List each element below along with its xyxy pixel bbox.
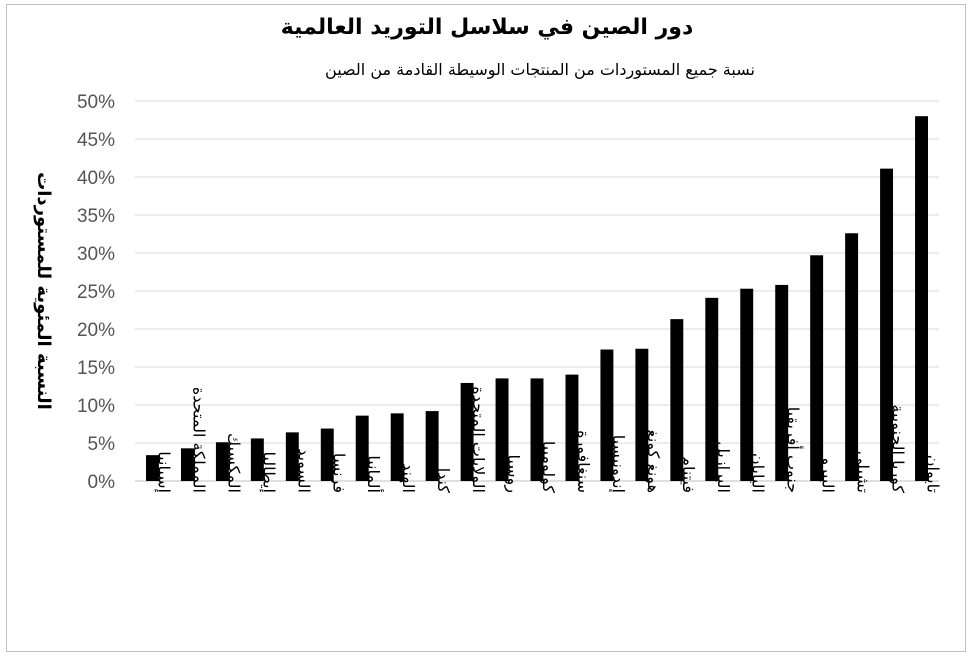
bar — [670, 319, 684, 481]
category-label: السويد — [293, 448, 313, 493]
y-tick-label: 45% — [77, 130, 115, 151]
category-label: ألمانيا — [364, 455, 384, 493]
category-label: الهند — [398, 463, 418, 493]
bar — [495, 378, 509, 481]
bar — [635, 348, 649, 481]
bar — [775, 284, 789, 481]
bars — [146, 116, 928, 481]
bar — [285, 432, 299, 481]
category-label: هونغ كونغ — [643, 429, 663, 493]
y-tick-label: 25% — [77, 282, 115, 303]
chart-subtitle: نسبة جميع المستوردات من المنتجات الوسيطة… — [325, 60, 755, 80]
bar — [146, 455, 159, 481]
category-label: تايوان — [923, 455, 943, 493]
bar — [250, 438, 264, 481]
bar — [565, 374, 579, 481]
bar — [180, 448, 194, 481]
category-label: تشيلي — [853, 451, 873, 493]
category-label: اليابان — [749, 453, 768, 493]
y-axis-label: النسبة المئوية للمستوردات — [33, 172, 54, 410]
y-tick-label: 35% — [77, 206, 115, 227]
category-label: إسبانيا — [154, 451, 173, 493]
gridlines — [135, 100, 939, 482]
category-label: فيتنام — [679, 456, 698, 493]
category-label: روسيا — [503, 454, 523, 493]
bar — [740, 288, 754, 481]
category-label: المملكة المتحدة — [189, 387, 208, 493]
y-tick-labels: 0% 5% 10% 15% 20% 25% 30% 35% 40% 45% 50% — [77, 92, 115, 493]
category-label: كوريا الجنوبية — [888, 404, 908, 493]
bar — [705, 297, 719, 481]
y-tick-label: 0% — [88, 472, 116, 493]
category-label: فرنسا — [328, 453, 348, 493]
y-tick-label: 50% — [77, 92, 115, 113]
category-label: المكسيك — [224, 433, 243, 493]
category-label: إيطاليا — [259, 452, 278, 493]
bar — [390, 413, 404, 481]
bar — [915, 116, 928, 481]
bar — [460, 382, 474, 481]
category-label: كندا — [434, 468, 453, 494]
bar — [530, 378, 544, 481]
y-tick-label: 10% — [77, 396, 115, 417]
bar — [600, 349, 614, 481]
category-label: الولايات المتحدة — [468, 386, 488, 493]
category-label: البيرو — [818, 456, 838, 493]
category-label: سنغافورة — [573, 430, 593, 493]
y-tick-label: 15% — [77, 358, 115, 379]
category-label: جنوب أفريقيا — [783, 407, 804, 493]
bar — [320, 428, 334, 481]
bar — [880, 168, 894, 481]
y-tick-label: 30% — [77, 244, 115, 265]
chart-frame — [6, 4, 966, 652]
y-tick-label: 5% — [88, 434, 116, 455]
category-label: البرازيل — [713, 441, 733, 493]
bar — [215, 442, 229, 481]
category-label: إندونيسيا — [608, 435, 628, 493]
category-labels: إسبانيا المملكة المتحدة المكسيك إيطاليا السو… — [154, 386, 942, 493]
y-tick-label: 20% — [77, 320, 115, 341]
y-tick-label: 40% — [77, 168, 115, 189]
bar — [425, 411, 439, 481]
bar — [355, 415, 369, 481]
bar — [845, 233, 859, 481]
bar — [810, 255, 824, 481]
chart-title: دور الصين في سلاسل التوريد العالمية — [281, 15, 693, 40]
category-label: كولومبيا — [538, 441, 558, 494]
